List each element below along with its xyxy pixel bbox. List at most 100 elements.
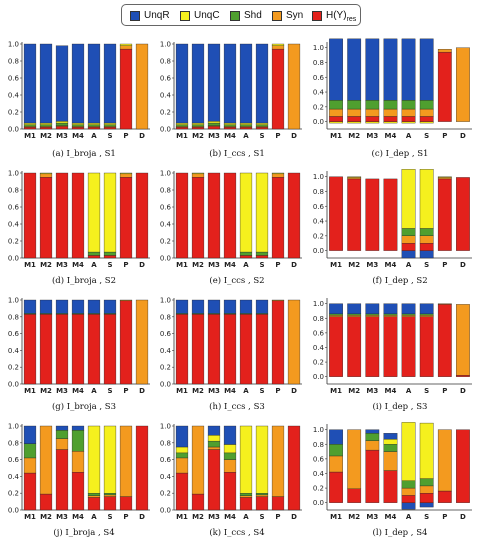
bar-segment-hres bbox=[287, 425, 301, 511]
bar-segment-hres bbox=[119, 177, 133, 259]
bar-segment-syn bbox=[191, 425, 205, 495]
y-tick-label: 1.0 bbox=[313, 300, 324, 308]
legend-swatch bbox=[130, 11, 140, 21]
y-tick-label: 0.2 bbox=[313, 103, 324, 111]
y-tick-label: 0.8 bbox=[160, 313, 171, 321]
bar-segment-unqc bbox=[175, 122, 189, 125]
bar-segment-unqc bbox=[239, 122, 253, 125]
x-tick-label: S bbox=[259, 132, 264, 140]
x-tick-label: P bbox=[123, 387, 128, 395]
chart-caption: (a) I_broja , S1 bbox=[52, 148, 116, 159]
bar-segment-hres bbox=[401, 495, 416, 503]
bar-segment-shd bbox=[23, 124, 37, 127]
x-tick-label: M3 bbox=[208, 261, 220, 269]
x-tick-label: A bbox=[243, 513, 249, 521]
bar-segment-unqc bbox=[39, 122, 53, 125]
bar-segment-hres bbox=[365, 178, 380, 251]
bar-segment-syn bbox=[39, 425, 53, 495]
y-tick-label: 0.0 bbox=[8, 507, 19, 515]
y-tick-label: 0.4 bbox=[8, 221, 20, 229]
bar-segment-hres bbox=[347, 488, 362, 503]
bar-segment-syn bbox=[271, 45, 285, 50]
y-tick-label: 0.6 bbox=[8, 204, 20, 212]
bar-segment-unqr bbox=[419, 502, 434, 508]
x-tick-label: P bbox=[123, 261, 128, 269]
bar-segment-syn bbox=[365, 440, 380, 451]
bar-segment-unqr bbox=[255, 43, 269, 124]
bar-segment-syn bbox=[437, 303, 452, 305]
bar-segment-unqr bbox=[175, 425, 189, 448]
x-tick-label: M3 bbox=[208, 132, 220, 140]
bar-segment-syn bbox=[119, 45, 133, 50]
bar-segment-shd bbox=[401, 228, 416, 237]
bar-segment-hres bbox=[135, 425, 149, 511]
bar-segment-unqc bbox=[347, 176, 362, 178]
x-tick-label: A bbox=[243, 132, 249, 140]
y-tick-label: 0.2 bbox=[313, 359, 324, 367]
x-tick-label: A bbox=[243, 387, 249, 395]
x-tick-label: P bbox=[123, 513, 128, 521]
bar-segment-unqc bbox=[239, 172, 253, 253]
x-tick-label: M1 bbox=[330, 513, 342, 521]
bar-segment-syn bbox=[287, 43, 301, 130]
bar-segment-syn bbox=[287, 299, 301, 385]
chart-caption: (h) I_ccs , S3 bbox=[209, 401, 265, 412]
legend: UnqR UnqC Shd Syn H(Y)res bbox=[121, 4, 361, 26]
x-tick-label: D bbox=[291, 261, 297, 269]
bar-segment-unqc bbox=[437, 176, 452, 178]
bar-segment-hres bbox=[39, 177, 53, 259]
bar-segment-hres bbox=[255, 255, 269, 259]
bar-segment-hres bbox=[239, 497, 253, 511]
x-tick-label: A bbox=[91, 261, 97, 269]
chart-caption: (j) I_broja , S4 bbox=[53, 527, 114, 538]
bar-segment-unqr bbox=[23, 43, 37, 124]
chart-panel-f: 0.0 0.2 0.4 0.6 0.8 1.0 M1 M2 M3 M4 A S P D (f) I_dep … bbox=[313, 169, 472, 286]
bar-segment-hres bbox=[191, 127, 205, 130]
x-tick-label: M1 bbox=[176, 261, 188, 269]
bar-segment-unqr bbox=[401, 250, 416, 259]
bar-segment-shd bbox=[419, 478, 434, 487]
x-tick-label: P bbox=[123, 132, 128, 140]
bar-segment-hres bbox=[329, 116, 343, 122]
bar-segment-shd bbox=[87, 493, 101, 496]
x-tick-label: S bbox=[259, 261, 264, 269]
x-tick-label: M4 bbox=[224, 261, 236, 269]
bar-segment-shd bbox=[383, 313, 398, 316]
x-tick-label: D bbox=[460, 261, 466, 269]
bar-segment-hres bbox=[287, 172, 301, 259]
y-tick-label: 0.4 bbox=[313, 89, 325, 97]
bar-segment-shd bbox=[175, 452, 189, 459]
bar-segment-shd bbox=[55, 430, 69, 439]
bar-segment-unqc bbox=[271, 43, 285, 46]
bar-segment-hres bbox=[271, 300, 285, 385]
x-tick-label: D bbox=[139, 387, 145, 395]
y-tick-label: 0.6 bbox=[160, 456, 172, 464]
bar-segment-hres bbox=[347, 116, 362, 122]
x-tick-label: M2 bbox=[192, 513, 204, 521]
bar-segment-hres bbox=[87, 497, 101, 511]
chart-caption: (d) I_broja , S2 bbox=[52, 275, 116, 286]
y-tick-label: 0.0 bbox=[313, 373, 324, 381]
x-tick-label: A bbox=[91, 132, 97, 140]
bar-segment-unqr bbox=[347, 38, 362, 101]
x-tick-label: S bbox=[424, 513, 429, 521]
bar-segment-syn bbox=[383, 451, 398, 471]
bar-segment-hres bbox=[103, 127, 117, 130]
x-tick-label: P bbox=[275, 261, 280, 269]
bar-segment-shd bbox=[329, 313, 343, 316]
bar-segment-hres bbox=[119, 300, 133, 385]
bar-segment-hres bbox=[191, 314, 205, 385]
bar-segment-unqr bbox=[207, 299, 221, 314]
bar-segment-syn bbox=[419, 108, 434, 117]
bar-segment-shd bbox=[39, 124, 53, 127]
bar-segment-hres bbox=[255, 127, 269, 130]
bar-segment-unqr bbox=[239, 43, 253, 124]
y-tick-label: 0.4 bbox=[8, 473, 20, 481]
x-tick-label: A bbox=[243, 261, 249, 269]
bar-segment-shd bbox=[87, 124, 101, 127]
y-tick-label: 0.4 bbox=[8, 347, 20, 355]
bar-segment-hres bbox=[39, 493, 53, 511]
x-tick-label: M4 bbox=[72, 513, 84, 521]
bar-segment-unqr bbox=[87, 43, 101, 124]
bar-segment-shd bbox=[239, 251, 253, 256]
